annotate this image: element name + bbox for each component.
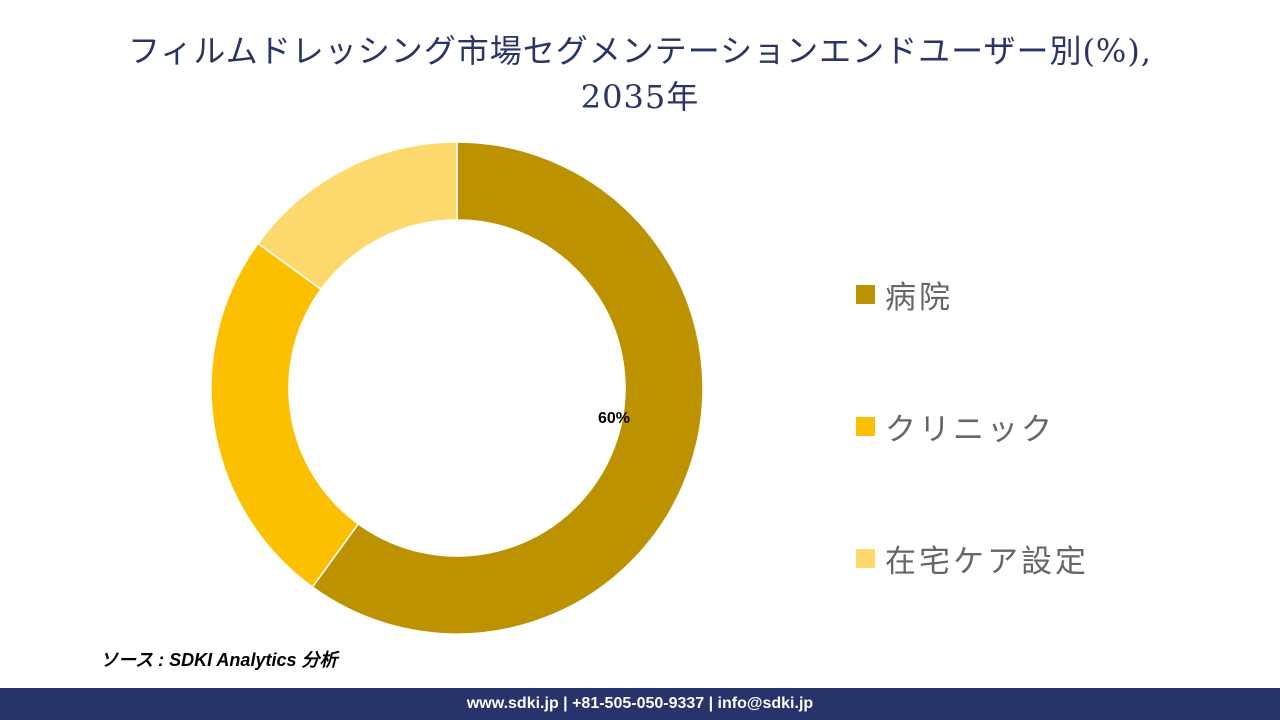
donut-slice-hospital <box>311 141 704 635</box>
source-note: ソース : SDKI Analytics 分析 <box>100 650 338 670</box>
chart-title-line-1: フィルムドレッシング市場セグメンテーションエンドユーザー別(%), <box>128 32 1152 70</box>
data-label-hospital: 60% <box>598 410 631 427</box>
legend-swatch-home-care <box>856 549 875 568</box>
chart-title: フィルムドレッシング市場セグメンテーションエンドユーザー別(%), 2035年 <box>0 28 1280 120</box>
footer-bar: www.sdki.jp | +81-505-050-9337 | info@sd… <box>0 688 1280 720</box>
chart-title-line-2: 2035年 <box>580 78 700 116</box>
legend-item-clinic: クリニック <box>856 404 1055 449</box>
legend-label-hospital: 病院 <box>885 280 953 316</box>
legend-swatch-hospital <box>856 285 875 304</box>
legend-swatch-clinic <box>856 417 875 436</box>
legend-item-hospital: 病院 <box>856 272 953 317</box>
legend-item-home-care: 在宅ケア設定 <box>856 536 1089 581</box>
legend-label-home-care: 在宅ケア設定 <box>885 544 1089 580</box>
donut-slice-home-care <box>256 141 458 291</box>
footer-contact: www.sdki.jp | +81-505-050-9337 | info@sd… <box>466 695 814 712</box>
legend-label-clinic: クリニック <box>885 412 1055 448</box>
donut-slices <box>210 141 704 635</box>
donut-slice-clinic <box>210 242 360 589</box>
